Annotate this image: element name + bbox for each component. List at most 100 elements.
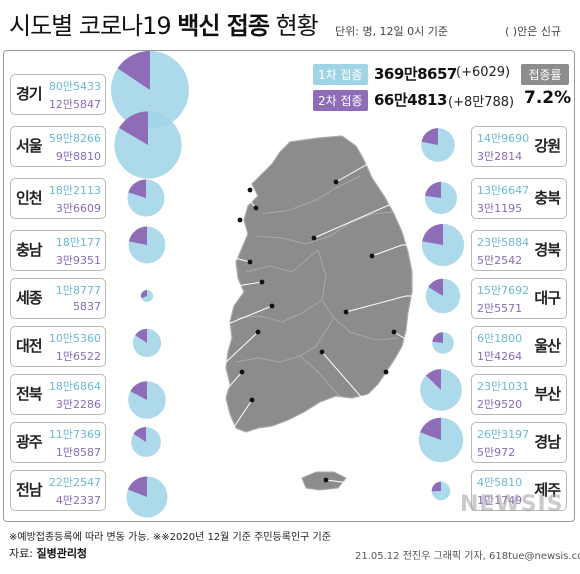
region-dots xyxy=(237,179,397,483)
region-dot xyxy=(249,397,255,403)
region-card-16: 제주 4만5810 1만1749 xyxy=(471,470,567,511)
first-dose-value: 4만5810 xyxy=(477,476,523,489)
region-card-15: 경남 26만3197 5만972 xyxy=(471,422,567,463)
pie-10 xyxy=(424,181,458,215)
region-dot xyxy=(391,329,397,335)
second-dose-value: 1만8587 xyxy=(55,446,101,459)
pie-second-dose-slice xyxy=(128,226,147,245)
second-dose-delta: (+8만788) xyxy=(448,95,515,110)
region-name: 대전 xyxy=(16,337,43,355)
region-name: 경북 xyxy=(534,241,561,259)
watermark: NEWSIS xyxy=(460,492,564,517)
region-card-2: 인천 18만2113 3만6609 xyxy=(10,178,106,219)
page-title: 시도별 코로나19 백신 접종 현황 xyxy=(9,6,319,41)
leader-line xyxy=(189,89,251,191)
rate-tag: 접종률 xyxy=(521,64,569,85)
pie-second-dose-slice xyxy=(425,181,441,198)
second-dose-value: 1만1749 xyxy=(477,494,523,507)
leader-line xyxy=(165,331,259,401)
pie-second-dose-slice xyxy=(130,381,147,400)
pie-second-dose-slice xyxy=(431,481,441,492)
region-card-1: 서울 59만8266 9만8810 xyxy=(10,126,106,167)
region-card-11: 경북 23만5884 5만2542 xyxy=(471,230,567,271)
pie-1 xyxy=(114,111,182,179)
second-dose-value: 1만4264 xyxy=(477,350,523,363)
pie-4 xyxy=(141,290,153,302)
second-dose-value: 3만1195 xyxy=(477,202,523,215)
first-dose-value: 14만9690 xyxy=(477,132,530,145)
leader-line xyxy=(160,371,243,443)
pie-second-dose-slice xyxy=(420,417,441,440)
region-dot xyxy=(247,187,253,193)
region-name: 울산 xyxy=(534,337,561,355)
region-card-8: 전남 22만2547 4만2337 xyxy=(10,470,106,511)
first-dose-value: 22만2547 xyxy=(48,476,101,489)
first-dose-value: 23만1031 xyxy=(477,380,530,393)
pie-second-dose-slice xyxy=(428,278,443,296)
first-dose-value: 18만6864 xyxy=(48,380,101,393)
region-card-12: 대구 15만7692 2만5571 xyxy=(471,278,567,319)
pie-second-dose-slice xyxy=(422,223,443,245)
region-dot xyxy=(343,309,349,315)
leader-line xyxy=(325,479,432,492)
pie-second-dose-slice xyxy=(128,179,146,198)
region-name: 충남 xyxy=(16,241,43,259)
second-dose-value: 9만8810 xyxy=(55,150,101,163)
second-dose-value: 3만2814 xyxy=(477,150,523,163)
region-name: 세종 xyxy=(16,289,43,307)
region-card-9: 강원 14만9690 3만2814 xyxy=(471,126,567,167)
second-dose-value: 5만972 xyxy=(477,446,516,459)
second-dose-value: 3만9351 xyxy=(55,254,101,267)
region-name: 경남 xyxy=(534,433,561,451)
rate-value: 7.2% xyxy=(524,88,572,108)
source-name: 질병관리청 xyxy=(36,547,88,560)
region-dot xyxy=(255,329,261,335)
second-dose-value: 4만2337 xyxy=(55,494,101,507)
second-dose-value: 2만9520 xyxy=(477,398,523,411)
province-borders xyxy=(235,175,399,397)
region-name: 전북 xyxy=(16,385,43,403)
region-name: 충북 xyxy=(534,189,561,207)
region-dot xyxy=(383,369,389,375)
credit: 21.05.12 전진우 그래픽 기자, 618tue@newsis.com xyxy=(355,551,580,562)
region-name: 대구 xyxy=(534,289,561,307)
source: 자료: 질병관리청 xyxy=(9,545,87,561)
second-dose-value: 3만6609 xyxy=(55,202,101,215)
second-dose-value: 12만5847 xyxy=(48,98,101,111)
pie-second-dose-slice xyxy=(432,332,443,343)
region-card-7: 광주 11만7369 1만8587 xyxy=(10,422,106,463)
region-dot xyxy=(333,179,339,185)
second-dose-total: 66만4813 xyxy=(374,91,447,109)
region-card-13: 울산 6만1800 1만4264 xyxy=(471,326,567,367)
region-dot xyxy=(311,235,317,241)
pie-16 xyxy=(431,481,451,501)
region-name: 경기 xyxy=(16,85,43,103)
first-dose-tag: 1차 접종 xyxy=(313,64,368,85)
second-dose-value: 1만6522 xyxy=(55,350,101,363)
pie-second-dose-slice xyxy=(421,128,438,145)
pie-15 xyxy=(418,417,464,463)
pie-second-dose-slice xyxy=(119,111,148,145)
leader-line xyxy=(345,295,426,313)
region-card-6: 전북 18만6864 3만2286 xyxy=(10,374,106,415)
first-dose-value: 23만5884 xyxy=(477,236,530,249)
pie-11 xyxy=(421,223,465,267)
region-card-4: 세종 1만8777 5837 xyxy=(10,278,106,319)
leader-line xyxy=(181,144,257,209)
region-name: 전남 xyxy=(16,481,43,499)
first-dose-value: 11만7369 xyxy=(48,428,101,441)
second-dose-value: 2만5571 xyxy=(477,302,523,315)
pie-2 xyxy=(127,179,165,217)
pie-6 xyxy=(128,381,166,419)
pie-second-dose-slice xyxy=(425,369,441,390)
leader-line xyxy=(153,281,263,297)
region-name: 강원 xyxy=(534,137,561,155)
map-mainland xyxy=(225,135,413,433)
region-card-14: 부산 23만1031 2만9520 xyxy=(471,374,567,415)
leader-line xyxy=(165,244,251,263)
pie-second-dose-slice xyxy=(117,51,150,90)
first-dose-value: 26만3197 xyxy=(477,428,530,441)
first-dose-value: 13만6647 xyxy=(477,184,530,197)
leader-line xyxy=(161,305,273,344)
region-name: 인천 xyxy=(16,189,43,207)
